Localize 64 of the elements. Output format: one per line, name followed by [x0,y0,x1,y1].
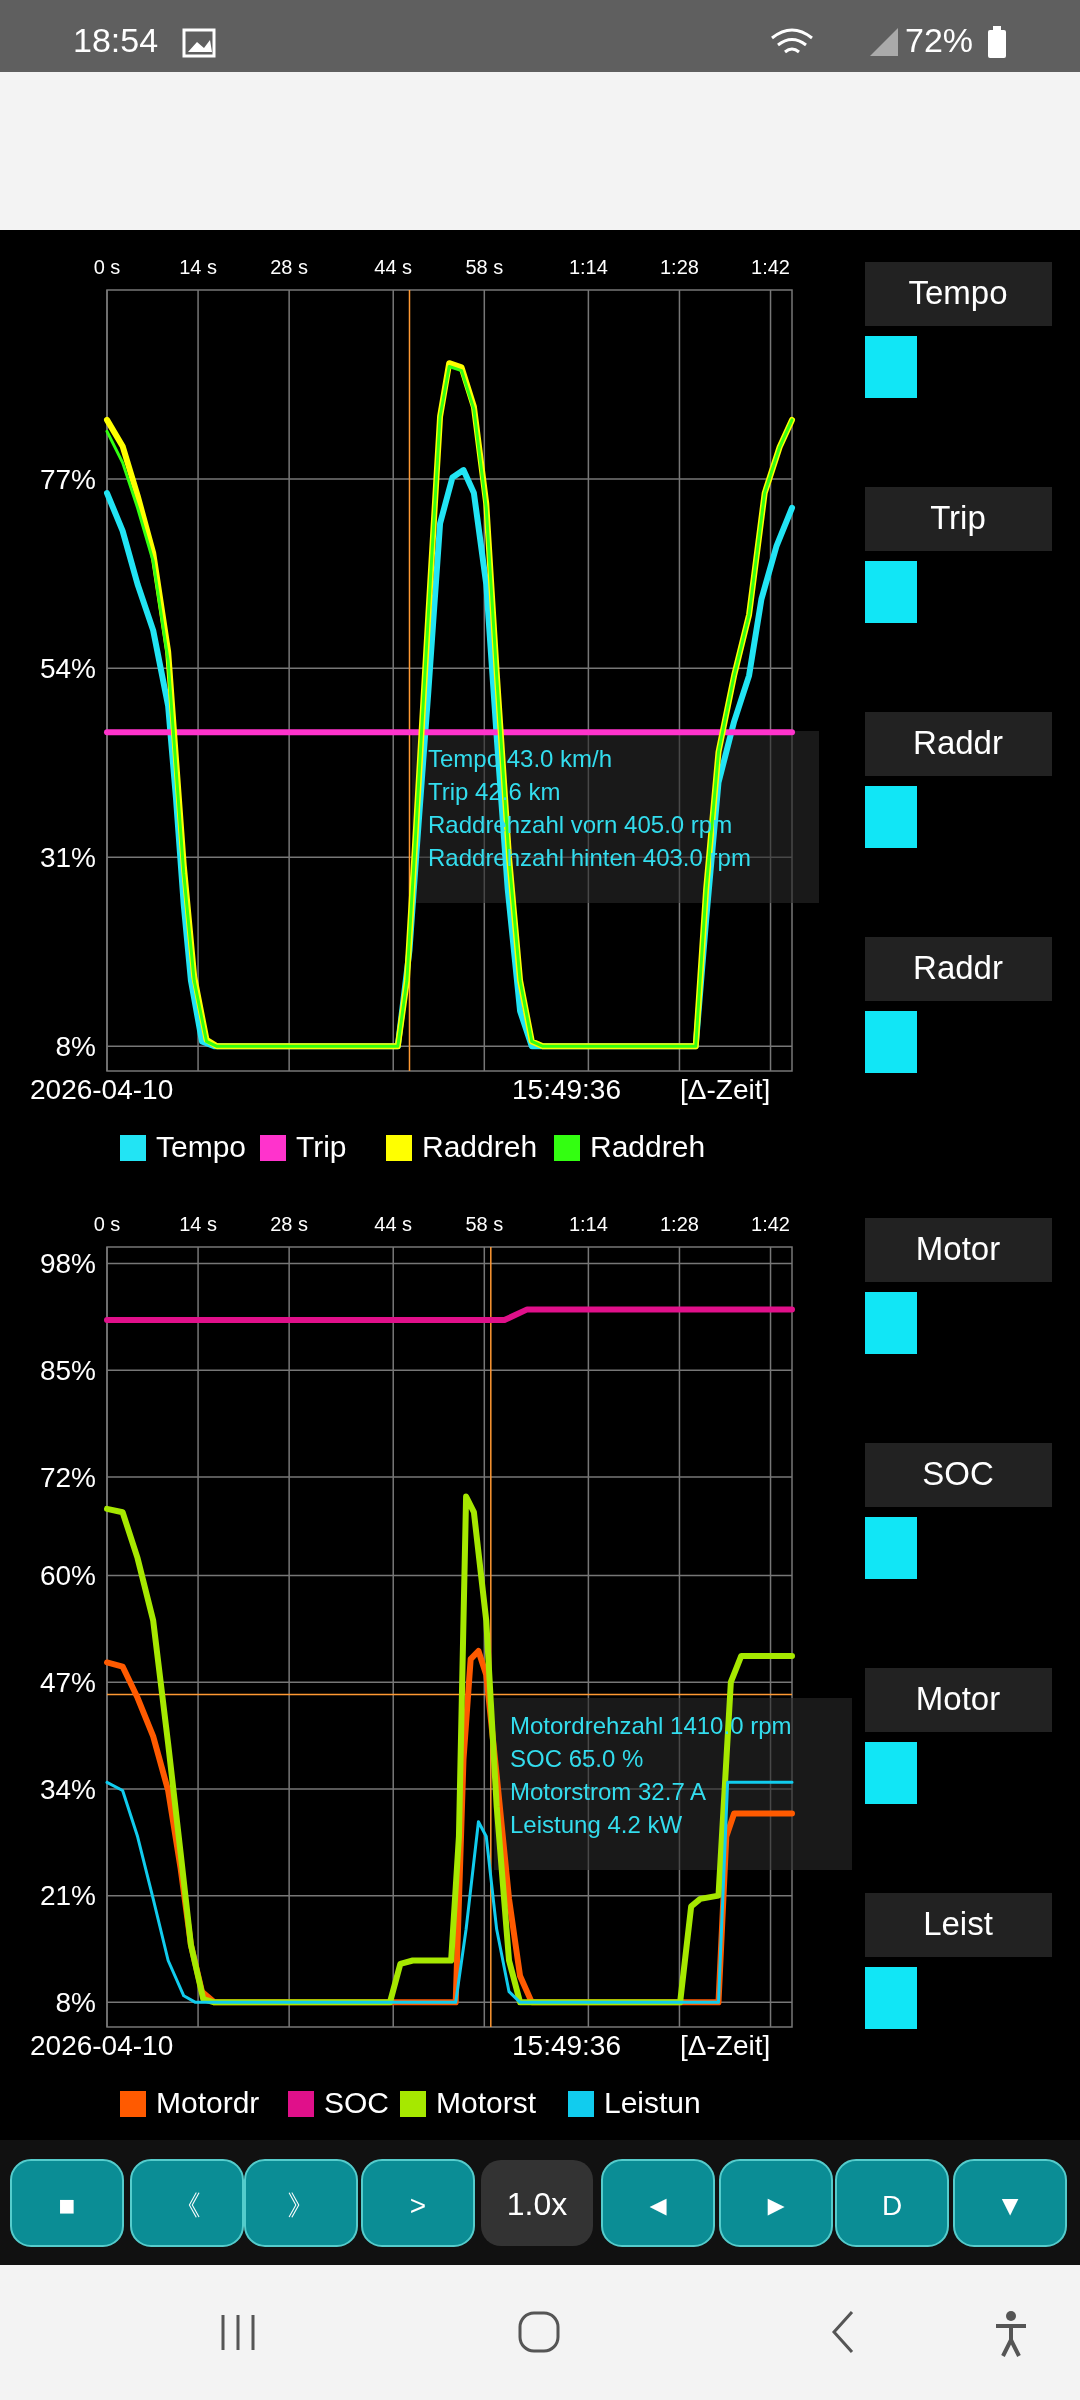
x-tick-label: 28 s [270,1213,309,1235]
x-tick-label: 28 s [270,256,309,278]
x-tick-label: 14 s [179,1213,217,1235]
text: D [881,2190,903,2221]
legend-label: SOC [324,2086,390,2119]
text: ■ [58,2190,76,2221]
legend-label: Tempo [156,1130,247,1163]
text: Tempo [908,274,1008,311]
x-tick-label: 44 s [374,1213,413,1235]
y-tick-label: 34% [39,1773,96,1805]
text: ▼ [996,2190,1024,2221]
y-tick-label: 77% [39,463,96,495]
text: 1.0x [506,2186,568,2222]
x-tick-label: 14 s [179,256,217,278]
text: 15:49:36 [512,2030,621,2061]
text: Leist [923,1905,993,1942]
text: 2026-04-10 [30,1074,174,1105]
x-tick-label: 58 s [465,1213,504,1235]
text: SOC [922,1455,994,1492]
y-tick-label: 8% [55,1031,96,1063]
x-tick-label: 1:42 [751,256,790,278]
y-tick-label: 8% [55,1987,96,2019]
legend-label: Leistun [604,2086,701,2119]
y-tick-label: 72% [39,1461,96,1493]
y-tick-label: 54% [39,652,96,684]
x-tick-label: 0 s [93,1213,121,1235]
text: 72% [905,21,974,59]
text: 》 [287,2190,315,2221]
text: 2026-04-10 [30,2030,174,2061]
annotation: Leistung 4.2 kW [510,1811,683,1838]
annotation: Motorstrom 32.7 A [510,1778,707,1805]
annotation: SOC 65.0 % [510,1745,644,1772]
y-tick-label: 47% [39,1666,96,1698]
text: [Δ-Zeit] [680,2030,771,2061]
text: Motor [915,1680,1001,1717]
y-tick-label: 85% [39,1354,96,1386]
x-tick-label: 0 s [93,256,121,278]
x-tick-label: 1:14 [568,1213,608,1235]
text: 15:49:36 [512,1074,621,1105]
text: 《 [173,2190,201,2221]
text: ◄ [644,2190,672,2221]
legend-label: Motorst [436,2086,537,2119]
x-tick-label: 1:28 [659,1213,699,1235]
y-tick-label: 21% [39,1880,96,1912]
text: [Δ-Zeit] [680,1074,771,1105]
x-tick-label: 1:14 [568,256,608,278]
text: > [409,2190,427,2221]
legend-label: Raddreh [422,1130,538,1163]
text: Trip [930,499,986,536]
legend-label: Raddreh [590,1130,706,1163]
y-tick-label: 31% [39,842,96,874]
y-tick-label: 98% [39,1248,96,1280]
x-tick-label: 1:42 [751,1213,790,1235]
x-tick-label: 1:28 [659,256,699,278]
legend-label: Motordr [156,2086,260,2119]
y-tick-label: 60% [39,1560,96,1592]
text: Raddr [913,949,1003,986]
text: Raddr [913,724,1003,761]
text: Motor [915,1230,1001,1267]
text: ► [762,2190,790,2221]
x-tick-label: 44 s [374,256,413,278]
text: 18:54 [73,21,159,59]
x-tick-label: 58 s [465,256,504,278]
legend-label: Trip [296,1130,347,1163]
